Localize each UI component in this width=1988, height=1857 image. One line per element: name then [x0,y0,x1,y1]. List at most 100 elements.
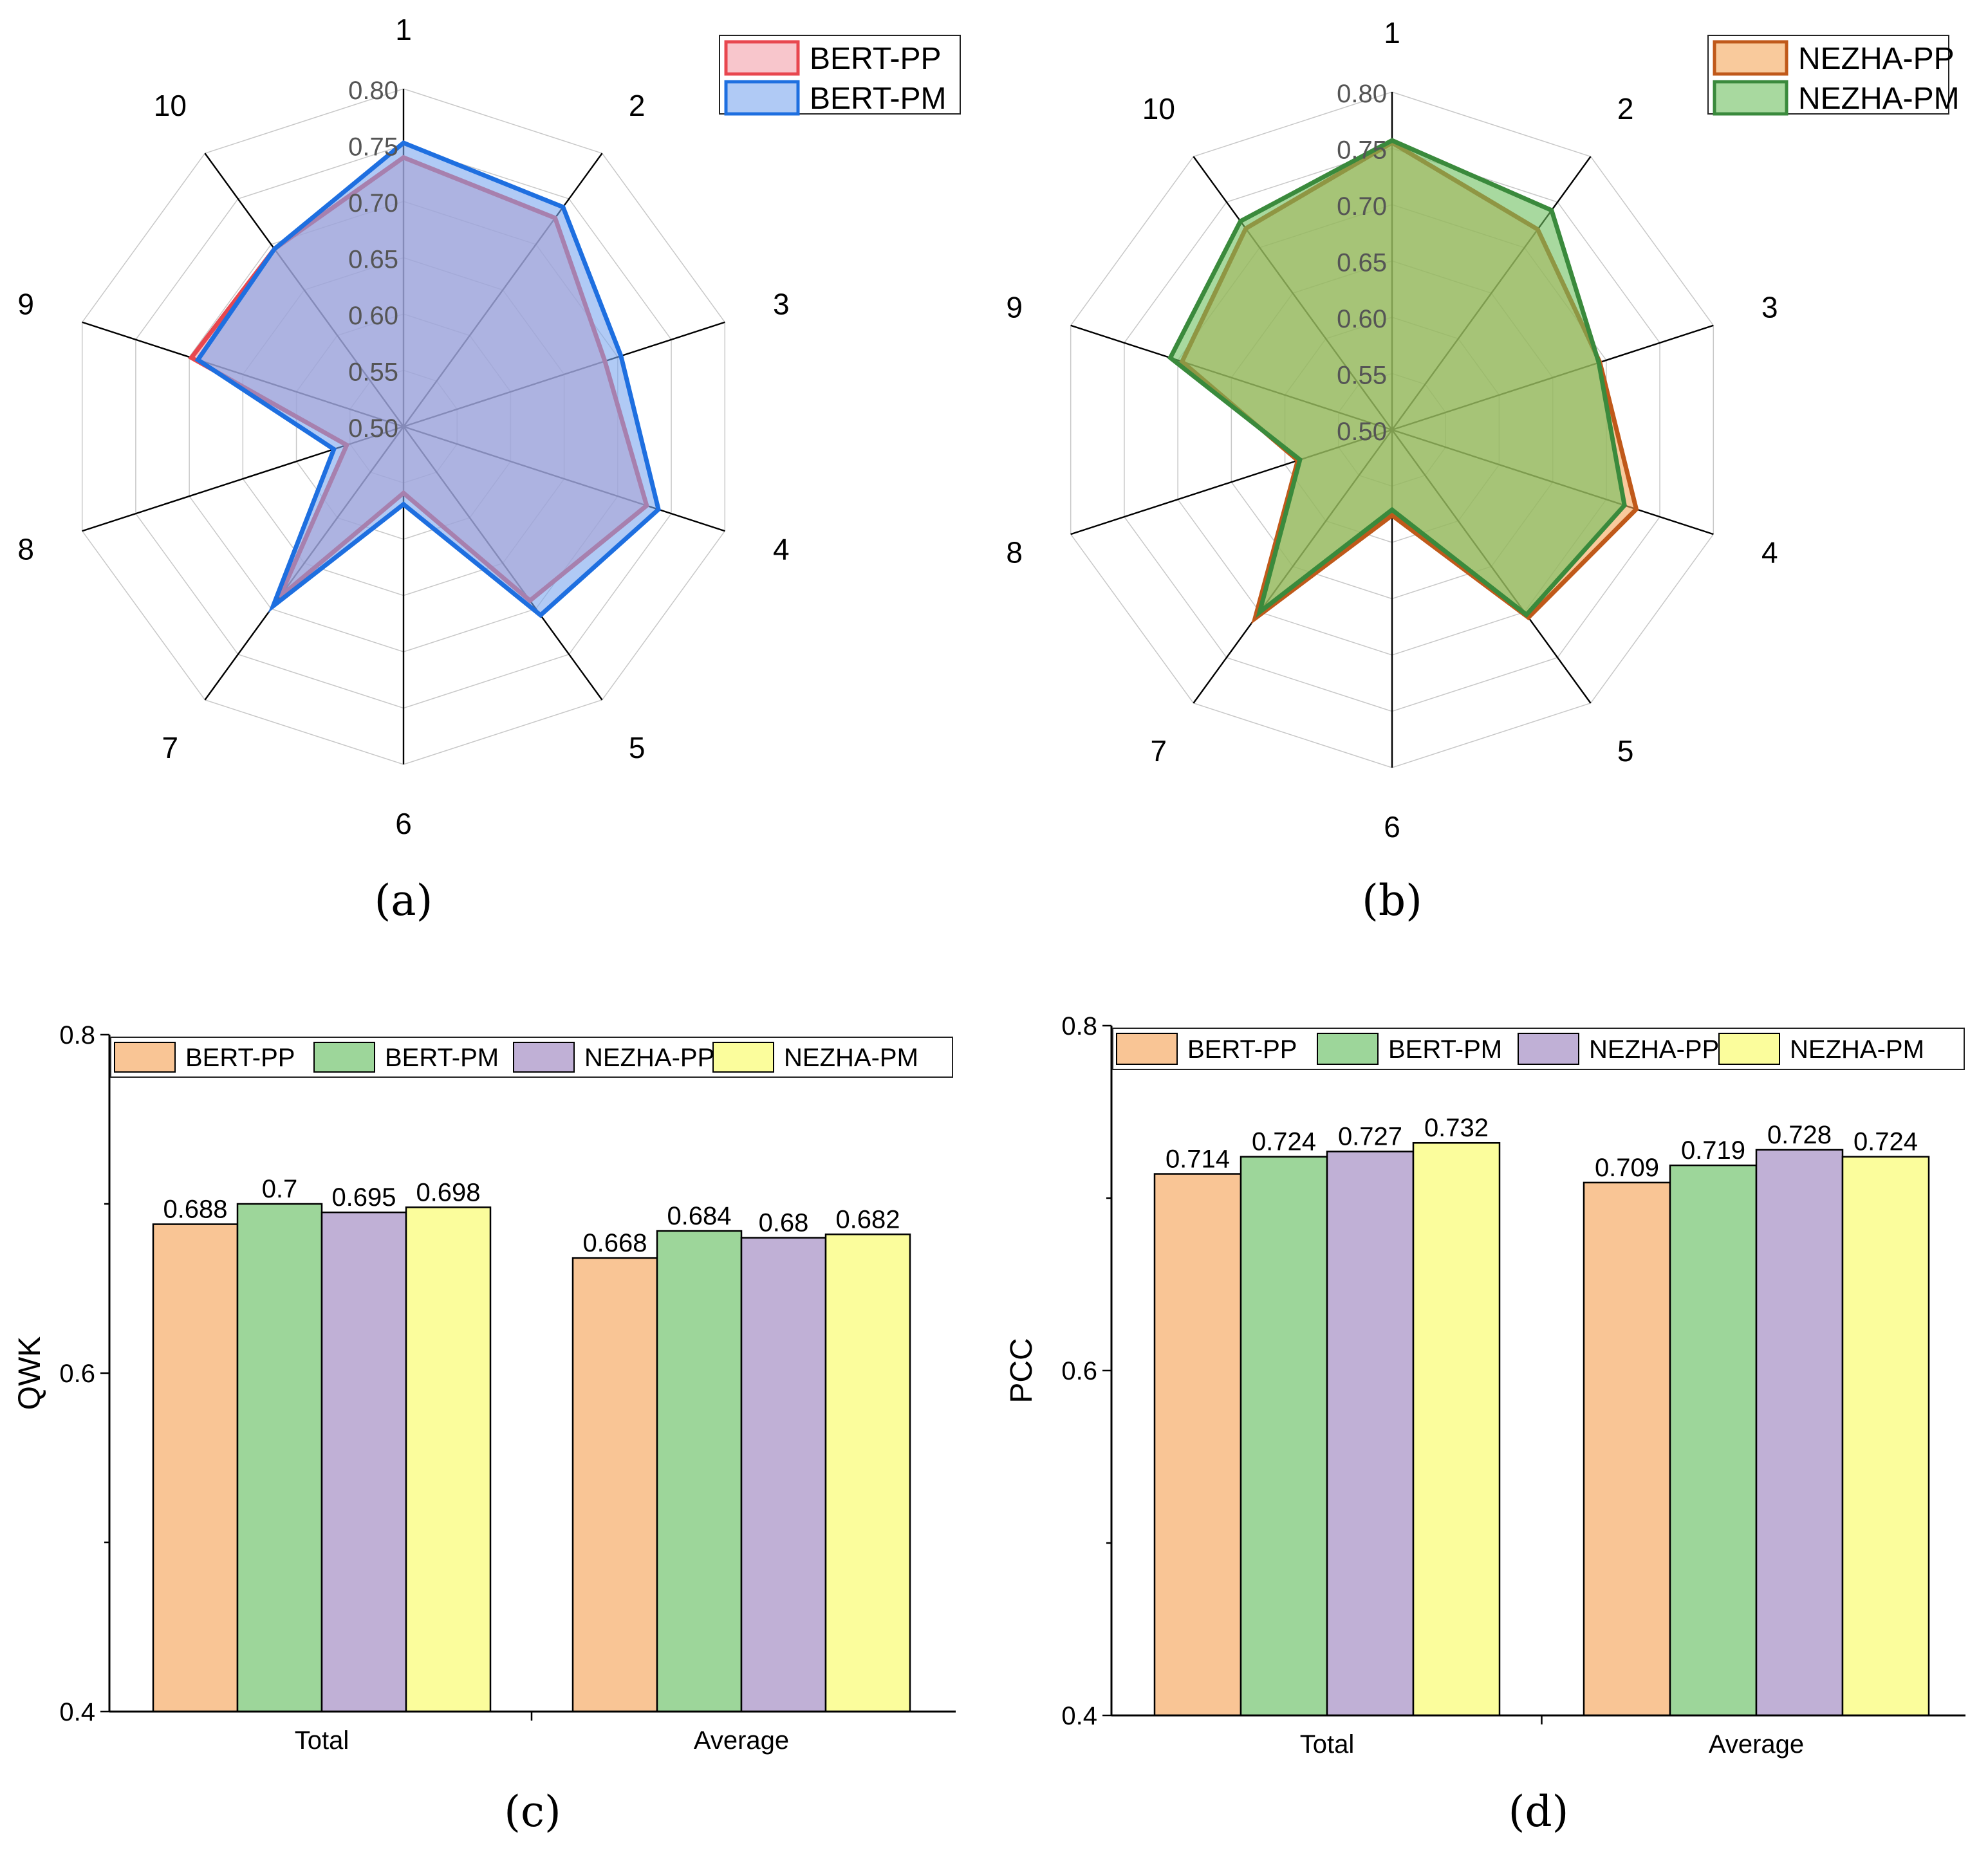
bar-nezha-pp-average [740,1237,827,1713]
bar-bert-pm-average [656,1230,743,1713]
panel-label: (b) [1362,876,1422,925]
radar-axis-label-10: 10 [154,89,187,122]
radar-panel-a: 0.50 0.55 0.60 0.65 0.70 0.75 0.80 1 2 3 4 5 6 7 8 9 10 B… [17,13,961,925]
radar-axis-label-1: 1 [395,13,412,46]
radar-tick-label: 0.70 [348,189,398,217]
x-tick-label-average: Average [1709,1730,1804,1759]
radar-axis-label-7: 7 [1151,734,1167,768]
legend-swatch-nezha-pp [513,1042,575,1073]
bar-bert-pp-total [152,1223,239,1713]
legend-label-bert-pm: BERT-PM [385,1044,499,1072]
y-axis-title: QWK [13,1336,47,1410]
bar-value-label: 0.7 [262,1175,298,1203]
bar-nezha-pm-average [1841,1156,1930,1717]
y-tick-label: 0.6 [1061,1357,1097,1385]
y-tick-label: 0.4 [1061,1702,1097,1730]
bar-bert-pm-total [236,1203,323,1713]
bar-bert-pp-average [1583,1181,1671,1717]
legend-swatch-bert-pp [114,1042,176,1073]
x-tick-label-total: Total [295,1726,349,1755]
legend-label-nezha-pp: NEZHA-PP [584,1044,714,1072]
legend-swatch-nezha-pm [1718,1033,1780,1065]
panel-label: (c) [504,1787,561,1836]
bar-bert-pm-total [1240,1156,1328,1717]
bar-value-label: 0.724 [1853,1128,1918,1156]
legend-swatch-bert-pm [1317,1033,1379,1065]
radar-tick-label: 0.60 [1337,305,1387,333]
legend-label-nezha-pm: NEZHA-PM [1790,1035,1924,1064]
panel-label: (a) [375,876,433,925]
radar-tick-label: 0.80 [1337,80,1387,108]
bar-nezha-pp-total [320,1211,407,1713]
bar-panel-d: 0.714 0.724 0.727 0.732 Total 0.709 0.719 0.728… [1005,1012,1965,1836]
bar-value-label: 0.688 [163,1196,227,1224]
bar-value-label: 0.719 [1681,1136,1745,1165]
x-tick-label-total: Total [1300,1730,1355,1759]
legend-label-bert-pp: BERT-PP [1187,1035,1297,1064]
radar-tick-label: 0.50 [348,414,398,443]
radar-axis-label-1: 1 [1384,16,1400,50]
radar-axis-label-8: 8 [17,533,34,566]
bar-nezha-pp-total [1326,1150,1415,1717]
radar-panel-b: 0.50 0.55 0.60 0.65 0.70 0.75 0.80 1 2 3 4 5 6 7 8 9 10 N… [1006,16,1959,925]
radar-axis-label-4: 4 [1761,536,1778,569]
radar-tick-label: 0.70 [1337,192,1387,221]
radar-axis-label-3: 3 [773,287,790,320]
radar-axis-label-9: 9 [1006,290,1023,324]
bar-value-label: 0.68 [759,1209,809,1237]
bar-value-label: 0.714 [1166,1145,1230,1173]
panel-label: (d) [1509,1787,1569,1836]
radar-tick-label: 0.55 [348,358,398,387]
legend-label-nezha-pp: NEZHA-PP [1798,42,1955,76]
radar-axis-label-3: 3 [1761,290,1778,324]
radar-axis-label-7: 7 [162,731,179,764]
legend-swatch-nezha-pp [1518,1033,1579,1065]
radar-tick-label: 0.55 [1337,362,1387,390]
y-tick-label: 0.4 [59,1698,95,1726]
radar-tick-label: 0.50 [1337,418,1387,446]
radar-axis-label-9: 9 [17,287,34,320]
y-tick-label: 0.6 [59,1360,95,1388]
bar-nezha-pm-total [405,1206,492,1713]
legend-label-bert-pp: BERT-PP [810,42,942,76]
legend-swatch-bert-pm [313,1042,375,1073]
x-tick-label-average: Average [694,1726,789,1755]
legend-label-bert-pp: BERT-PP [185,1044,295,1072]
radar-axis-label-5: 5 [1617,734,1634,768]
bar-value-label: 0.728 [1767,1121,1832,1149]
bar-panel-c: 0.688 0.7 0.695 0.698 Total 0.668 0.684 0.68 0.6… [13,1021,956,1836]
radar-series-nezha-pm [1167,138,1627,618]
bar-bert-pp-total [1153,1173,1242,1717]
bar-nezha-pm-average [824,1233,911,1713]
bar-value-label: 0.727 [1338,1123,1402,1151]
bar-value-label: 0.682 [835,1205,900,1233]
bar-value-label: 0.695 [331,1183,396,1212]
radar-tick-label: 0.75 [1337,136,1387,165]
radar-axis-label-6: 6 [1384,810,1400,844]
legend-label-nezha-pm: NEZHA-PM [1798,82,1960,116]
radar-tick-label: 0.65 [348,246,398,274]
legend-swatch-bert-pm [724,80,800,116]
legend-swatch-bert-pp [1116,1033,1178,1065]
radar-tick-label: 0.65 [1337,249,1387,277]
legend-label-nezha-pm: NEZHA-PM [784,1044,918,1072]
bar-bert-pm-average [1669,1164,1758,1717]
radar-tick-label: 0.80 [348,77,398,105]
legend-label-nezha-pp: NEZHA-PP [1589,1035,1719,1064]
bar-nezha-pm-total [1412,1141,1501,1717]
radar-axis-label-5: 5 [629,731,646,764]
legend-label-bert-pm: BERT-PM [810,82,946,116]
radar-series-bert-pm [194,140,662,618]
radar-tick-label: 0.75 [348,133,398,162]
y-tick-label: 0.8 [1061,1012,1097,1040]
radar-axis-label-10: 10 [1142,92,1175,125]
legend-label-bert-pm: BERT-PM [1388,1035,1502,1064]
bar-value-label: 0.732 [1424,1114,1489,1142]
radar-axis-label-4: 4 [773,533,790,566]
bar-value-label: 0.668 [582,1229,647,1257]
radar-axis-label-2: 2 [1617,92,1634,125]
legend-swatch-nezha-pm [712,1042,774,1073]
bar-value-label: 0.709 [1595,1154,1659,1182]
bar-value-label: 0.684 [667,1202,731,1230]
